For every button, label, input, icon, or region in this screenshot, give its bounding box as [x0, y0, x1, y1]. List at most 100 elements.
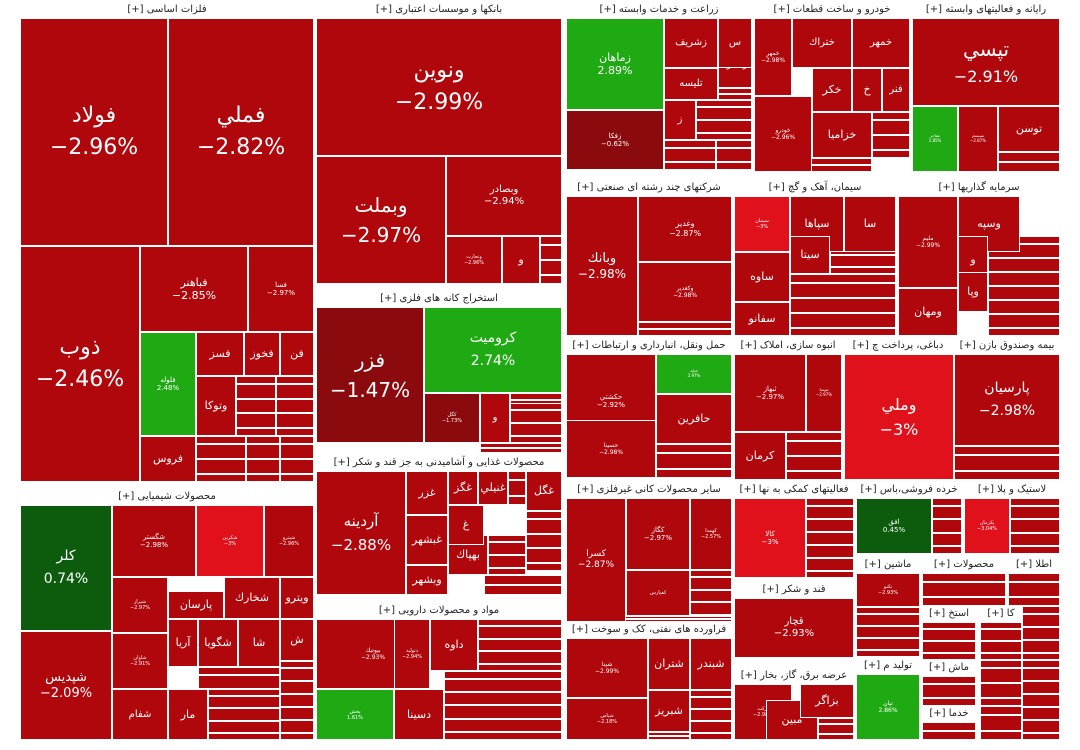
symbol-tile[interactable]: خزاميا: [812, 112, 872, 158]
symbol-tile[interactable]: زشريف: [664, 18, 718, 68]
expand-marker[interactable]: [+]: [572, 340, 589, 351]
expand-marker[interactable]: [+]: [333, 457, 350, 468]
symbol-tile[interactable]: ومهان: [898, 288, 958, 336]
expand-marker[interactable]: [+]: [768, 182, 785, 193]
expand-marker[interactable]: [+]: [925, 4, 943, 15]
symbol-tile[interactable]: مفاخر 2.85%: [912, 106, 958, 172]
symbol-tile[interactable]: تپسي −2.91%: [912, 18, 1060, 106]
symbol-tile[interactable]: كفپارس: [626, 570, 690, 616]
expand-marker[interactable]: [+]: [762, 584, 779, 595]
symbol-tile[interactable]: فنر: [882, 68, 910, 112]
symbol-tile[interactable]: شگستر −2.98%: [112, 505, 196, 577]
expand-marker[interactable]: [+]: [933, 559, 951, 570]
symbol-tile[interactable]: فسز: [196, 332, 244, 376]
symbol-tile[interactable]: شگويا: [198, 619, 238, 667]
expand-marker[interactable]: [+]: [375, 4, 393, 15]
symbol-tile[interactable]: شخارك: [224, 577, 280, 619]
symbol-tile[interactable]: كسرا −2.87%: [566, 498, 626, 622]
symbol-tile[interactable]: وبصادر −2.94%: [446, 156, 562, 236]
symbol-tile[interactable]: آريا: [168, 619, 198, 667]
symbol-tile[interactable]: كلر 0.74%: [20, 505, 112, 631]
symbol-tile[interactable]: كهمدا −2.57%: [690, 498, 732, 570]
expand-marker[interactable]: [+]: [864, 660, 881, 671]
sector-header[interactable]: اطلا [+]: [1008, 557, 1060, 573]
symbol-tile[interactable]: خودرو −2.96%: [754, 96, 812, 172]
sector-header[interactable]: استخراج کانه های فلزی [+]: [316, 291, 562, 307]
symbol-tile[interactable]: فن: [280, 332, 314, 376]
expand-marker[interactable]: [+]: [740, 340, 757, 351]
symbol-tile[interactable]: پكرمان −3.04%: [964, 498, 1010, 554]
sector-header[interactable]: دباغی، پرداخت چ [+]: [844, 338, 952, 354]
symbol-tile[interactable]: بزاگر: [800, 684, 854, 718]
symbol-tile[interactable]: فملي −2.82%: [168, 18, 314, 246]
sector-header[interactable]: خرده فروشی،باس [+]: [856, 482, 962, 498]
sector-header[interactable]: بیمه وصندوق بازن [+]: [954, 338, 1060, 354]
symbol-tile[interactable]: غبشهر: [406, 515, 448, 565]
symbol-tile[interactable]: فولاد −2.96%: [20, 18, 168, 246]
symbol-tile[interactable]: خمهر: [852, 18, 910, 68]
symbol-tile[interactable]: حسينا −2.98%: [566, 420, 656, 478]
expand-marker[interactable]: [+]: [929, 608, 946, 619]
sector-header[interactable]: كا [+]: [980, 606, 1022, 622]
symbol-tile[interactable]: شبريز: [648, 690, 690, 732]
symbol-tile[interactable]: ثبهاز −2.97%: [734, 354, 806, 432]
symbol-tile[interactable]: خكر: [812, 68, 852, 112]
expand-marker[interactable]: [+]: [860, 484, 877, 495]
expand-marker[interactable]: [+]: [380, 293, 397, 304]
sector-header[interactable]: سیمان، آهک و گچ [+]: [734, 180, 896, 196]
symbol-tile[interactable]: خ: [852, 68, 882, 112]
symbol-tile[interactable]: توسن: [998, 106, 1060, 152]
symbol-tile[interactable]: فلوله 2.48%: [140, 332, 196, 436]
sector-header[interactable]: فراورده های نفتی، کک و سوخت [+]: [566, 622, 732, 638]
symbol-tile[interactable]: غنيلي: [478, 471, 508, 505]
symbol-tile[interactable]: شيراز −2.97%: [112, 577, 168, 633]
symbol-tile[interactable]: مليم −2.99%: [898, 196, 958, 288]
symbol-tile[interactable]: وپا: [958, 272, 988, 312]
symbol-tile[interactable]: سيمان −3%: [734, 196, 790, 252]
symbol-tile[interactable]: س: [718, 18, 752, 68]
symbol-tile[interactable]: شتران: [648, 638, 690, 690]
symbol-tile[interactable]: غگز: [448, 471, 478, 505]
symbol-tile[interactable]: تكنو −2.93%: [856, 573, 920, 607]
sector-header[interactable]: خودرو و ساخت قطعات [+]: [754, 2, 910, 18]
symbol-tile[interactable]: شپديس −2.09%: [20, 631, 112, 740]
expand-marker[interactable]: [+]: [571, 624, 589, 635]
expand-marker[interactable]: [+]: [577, 484, 594, 495]
symbol-tile[interactable]: غ: [448, 505, 484, 545]
expand-marker[interactable]: [+]: [938, 182, 955, 193]
symbol-tile[interactable]: غگل: [526, 471, 562, 511]
symbol-tile[interactable]: قچار −2.93%: [734, 598, 854, 658]
sector-header[interactable]: ماش [+]: [922, 660, 976, 676]
symbol-tile[interactable]: مار: [168, 689, 208, 740]
symbol-tile[interactable]: ويترو: [280, 577, 314, 619]
expand-marker[interactable]: [+]: [929, 708, 946, 719]
symbol-tile[interactable]: سيتا: [790, 236, 830, 274]
expand-marker[interactable]: [+]: [959, 340, 976, 351]
symbol-tile[interactable]: تليسه: [664, 68, 718, 100]
sector-header[interactable]: محصولات شیمیایی [+]: [20, 489, 314, 505]
sector-header[interactable]: محصولات [+]: [922, 557, 1006, 573]
symbol-tile[interactable]: وتوكا: [196, 376, 236, 436]
sector-header[interactable]: فلزات اساسی [+]: [20, 2, 314, 18]
sector-header[interactable]: استخ [+]: [922, 606, 976, 622]
symbol-tile[interactable]: خمهر −2.98%: [754, 18, 792, 96]
sector-header[interactable]: محصولات غذایی و آشامیدنی به جز قند و شکر…: [316, 455, 562, 471]
symbol-tile[interactable]: سفانو: [734, 302, 790, 336]
symbol-tile[interactable]: حتايد 2.97%: [656, 354, 732, 394]
symbol-tile[interactable]: زفكا −0.62%: [566, 110, 664, 170]
expand-marker[interactable]: [+]: [773, 4, 790, 15]
expand-marker[interactable]: [+]: [739, 484, 756, 495]
symbol-tile[interactable]: فروس: [140, 436, 196, 482]
expand-marker[interactable]: [+]: [864, 559, 881, 570]
sector-header[interactable]: مواد و محصولات دارویی [+]: [316, 603, 562, 619]
sector-header[interactable]: شرکتهای چند رشته ای صنعتی [+]: [566, 180, 732, 196]
sector-header[interactable]: فعالیتهای کمکی به نها [+]: [734, 482, 854, 498]
expand-marker[interactable]: [+]: [118, 491, 135, 502]
symbol-tile[interactable]: كرمان: [734, 432, 786, 480]
symbol-tile[interactable]: فخوز: [244, 332, 280, 376]
sector-header[interactable]: سرمایه گذاریها [+]: [898, 180, 1060, 196]
symbol-tile[interactable]: داوه: [430, 619, 478, 671]
expand-marker[interactable]: [+]: [987, 608, 1004, 619]
sector-header[interactable]: حمل ونقل، انبارداری و ارتباطات [+]: [566, 338, 732, 354]
sector-header[interactable]: ماشین [+]: [856, 557, 920, 573]
